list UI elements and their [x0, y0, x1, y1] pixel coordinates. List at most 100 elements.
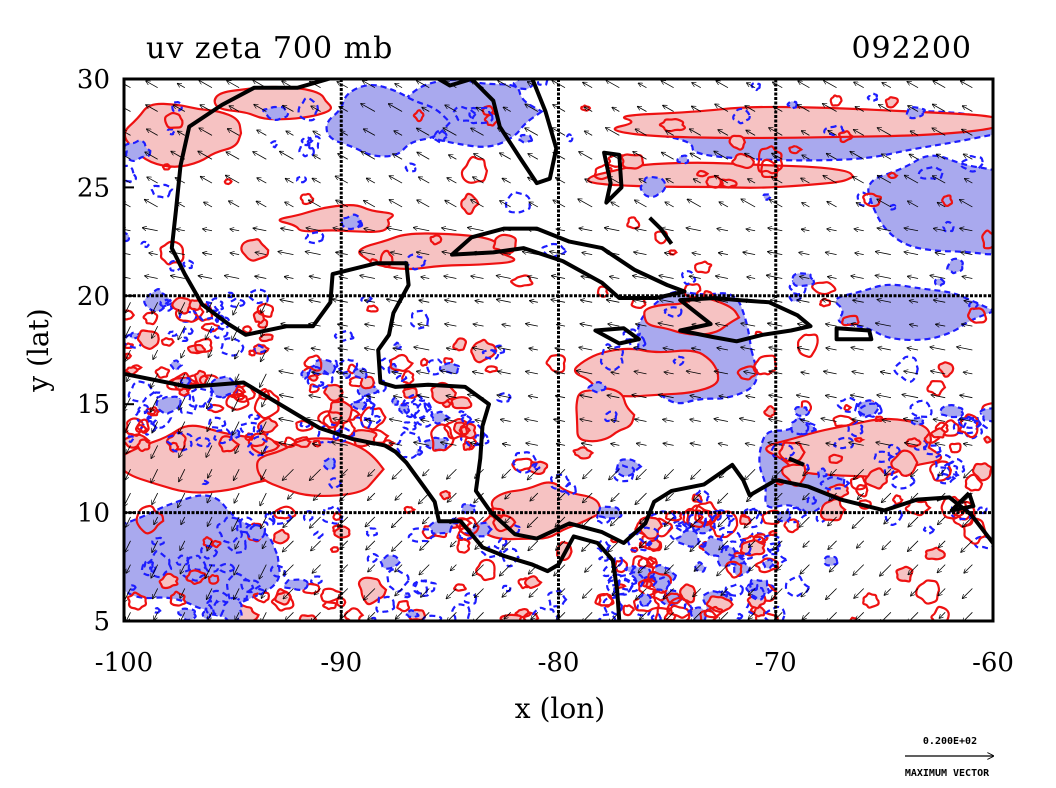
wind-vector — [719, 396, 729, 398]
wind-vector — [908, 516, 919, 527]
wind-vector — [741, 323, 756, 327]
wind-vector — [125, 325, 131, 338]
wind-vector — [665, 564, 674, 574]
wind-vector — [885, 468, 892, 475]
wind-vector — [394, 131, 403, 136]
wind-vector — [857, 203, 864, 208]
wind-vector — [525, 104, 539, 112]
wind-vector — [798, 105, 810, 112]
negative-vorticity-contour — [639, 175, 667, 198]
wind-vector — [285, 612, 294, 620]
wind-vector — [396, 612, 403, 618]
wind-vector — [714, 419, 729, 422]
wind-vector — [503, 179, 511, 184]
wind-vector — [179, 397, 186, 410]
wind-vector — [151, 445, 159, 458]
wind-vector — [777, 516, 783, 523]
negative-vorticity-contour — [235, 516, 256, 534]
wind-vector — [259, 564, 267, 579]
negative-vorticity-contour — [295, 175, 308, 184]
negative-vorticity-contour — [565, 133, 574, 143]
wind-vector — [125, 540, 131, 552]
wind-vector — [179, 469, 186, 481]
wind-vector — [716, 81, 729, 89]
wind-vector — [826, 396, 837, 398]
wind-vector — [280, 152, 294, 160]
wind-vector — [880, 612, 892, 621]
wind-vector — [745, 106, 756, 112]
wind-vector — [826, 324, 837, 326]
negative-vorticity-contour — [496, 392, 512, 403]
negative-vorticity-contour — [194, 436, 213, 448]
wind-vector — [721, 588, 729, 595]
positive-vorticity-contour — [317, 410, 343, 429]
wind-vector — [746, 444, 756, 446]
positive-vorticity-contour — [396, 599, 411, 613]
negative-vorticity-contour — [531, 463, 541, 471]
wind-vector — [179, 302, 186, 313]
wind-vector — [179, 421, 186, 434]
wind-vector — [338, 154, 348, 160]
wind-vector — [930, 347, 946, 351]
wind-vector — [830, 564, 837, 572]
wind-vector — [740, 419, 756, 422]
positive-vorticity-contour — [637, 578, 663, 598]
negative-vorticity-contour — [743, 507, 761, 521]
wind-vector — [553, 200, 566, 208]
wind-vector — [963, 588, 973, 598]
wind-vector — [145, 152, 158, 160]
wind-vector — [199, 128, 213, 136]
wind-vector — [199, 80, 213, 89]
negative-vorticity-contour — [316, 380, 325, 387]
negative-vorticity-contour — [905, 106, 926, 120]
negative-vorticity-contour — [788, 278, 807, 296]
wind-vector — [719, 202, 729, 208]
x-tick-label: -90 — [320, 648, 362, 678]
vector-legend-value: 0.200E+02 — [923, 736, 977, 747]
wind-vector — [420, 540, 430, 550]
negative-vorticity-contour — [159, 298, 174, 308]
wind-vector — [854, 82, 864, 89]
wind-vector — [208, 469, 213, 478]
wind-vector — [746, 396, 756, 398]
wind-vector — [611, 372, 620, 374]
wind-vector — [583, 83, 593, 89]
negative-vorticity-contour — [390, 396, 400, 406]
wind-vector — [908, 276, 919, 278]
wind-vector — [261, 349, 267, 361]
negative-vorticity-contour — [128, 584, 137, 591]
wind-vector — [608, 348, 620, 350]
wind-vector — [145, 276, 158, 279]
wind-vector — [822, 300, 837, 303]
wind-vector — [876, 252, 891, 256]
positive-vorticity-contour — [178, 387, 190, 397]
wind-vector — [234, 588, 240, 599]
wind-vector — [716, 324, 729, 326]
negative-vorticity-contour — [786, 100, 799, 110]
wind-vector — [934, 419, 946, 421]
positive-vorticity-contour — [849, 475, 867, 491]
wind-vector — [691, 443, 701, 445]
wind-vector — [659, 395, 674, 399]
negative-vorticity-contour — [428, 519, 456, 535]
wind-vector — [908, 106, 919, 112]
wind-vector — [146, 81, 158, 89]
negative-vorticity-contour — [151, 536, 165, 547]
wind-vector — [447, 588, 457, 598]
wind-vector — [640, 612, 647, 619]
wind-vector — [286, 179, 294, 184]
wind-vector — [798, 81, 810, 89]
wind-vector — [911, 131, 919, 136]
wind-vector — [526, 372, 538, 374]
wind-vector — [279, 443, 294, 446]
wind-vector — [876, 275, 891, 279]
wind-vector — [368, 612, 376, 619]
wind-vector — [229, 106, 240, 112]
wind-vector — [692, 253, 701, 255]
wind-vector — [281, 228, 294, 230]
wind-vector — [124, 202, 131, 208]
wind-vector — [933, 104, 946, 112]
negative-vorticity-contour — [426, 358, 446, 376]
negative-vorticity-contour — [457, 410, 468, 418]
wind-vector — [417, 152, 430, 160]
